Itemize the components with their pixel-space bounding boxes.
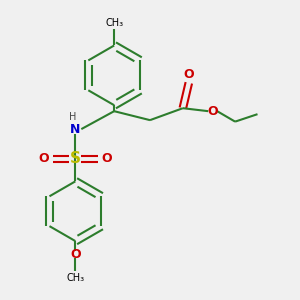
Text: O: O <box>70 248 81 261</box>
Text: CH₃: CH₃ <box>105 18 123 28</box>
Text: O: O <box>207 105 218 118</box>
Text: O: O <box>184 68 194 81</box>
Text: H: H <box>69 112 76 122</box>
Text: CH₃: CH₃ <box>66 273 84 283</box>
Text: O: O <box>101 152 112 166</box>
Text: N: N <box>70 123 80 136</box>
Text: O: O <box>39 152 50 166</box>
Text: S: S <box>70 152 81 166</box>
